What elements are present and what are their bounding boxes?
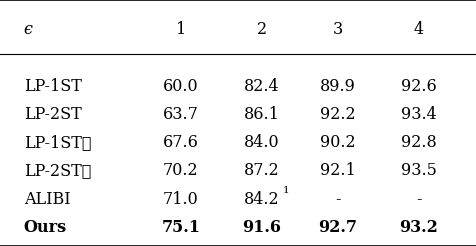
Text: 91.6: 91.6 — [242, 219, 281, 236]
Text: 87.2: 87.2 — [244, 162, 280, 180]
Text: Ours: Ours — [24, 219, 67, 236]
Text: 84.0: 84.0 — [244, 134, 279, 151]
Text: 92.8: 92.8 — [401, 134, 437, 151]
Text: 92.1: 92.1 — [320, 162, 356, 180]
Text: 70.2: 70.2 — [163, 162, 198, 180]
Text: 89.9: 89.9 — [320, 77, 356, 95]
Text: 67.6: 67.6 — [163, 134, 199, 151]
Text: 92.7: 92.7 — [318, 219, 357, 236]
Text: 1: 1 — [176, 21, 186, 38]
Text: 4: 4 — [414, 21, 424, 38]
Text: 93.2: 93.2 — [399, 219, 438, 236]
Text: 3: 3 — [333, 21, 343, 38]
Text: LP-2ST★: LP-2ST★ — [24, 162, 91, 180]
Text: 93.4: 93.4 — [401, 106, 437, 123]
Text: 1: 1 — [283, 186, 290, 195]
Text: -: - — [335, 191, 341, 208]
Text: 63.7: 63.7 — [163, 106, 199, 123]
Text: -: - — [416, 191, 422, 208]
Text: 71.0: 71.0 — [163, 191, 199, 208]
Text: 93.5: 93.5 — [401, 162, 437, 180]
Text: 82.4: 82.4 — [244, 77, 279, 95]
Text: 90.2: 90.2 — [320, 134, 356, 151]
Text: 60.0: 60.0 — [163, 77, 198, 95]
Text: LP-1ST★: LP-1ST★ — [24, 134, 91, 151]
Text: 84.2: 84.2 — [244, 191, 279, 208]
Text: 75.1: 75.1 — [161, 219, 200, 236]
Text: 86.1: 86.1 — [244, 106, 280, 123]
Text: 92.6: 92.6 — [401, 77, 437, 95]
Text: 92.2: 92.2 — [320, 106, 356, 123]
Text: LP-1ST: LP-1ST — [24, 77, 82, 95]
Text: ALIBI: ALIBI — [24, 191, 70, 208]
Text: ϵ: ϵ — [24, 21, 33, 38]
Text: 2: 2 — [257, 21, 267, 38]
Text: LP-2ST: LP-2ST — [24, 106, 81, 123]
